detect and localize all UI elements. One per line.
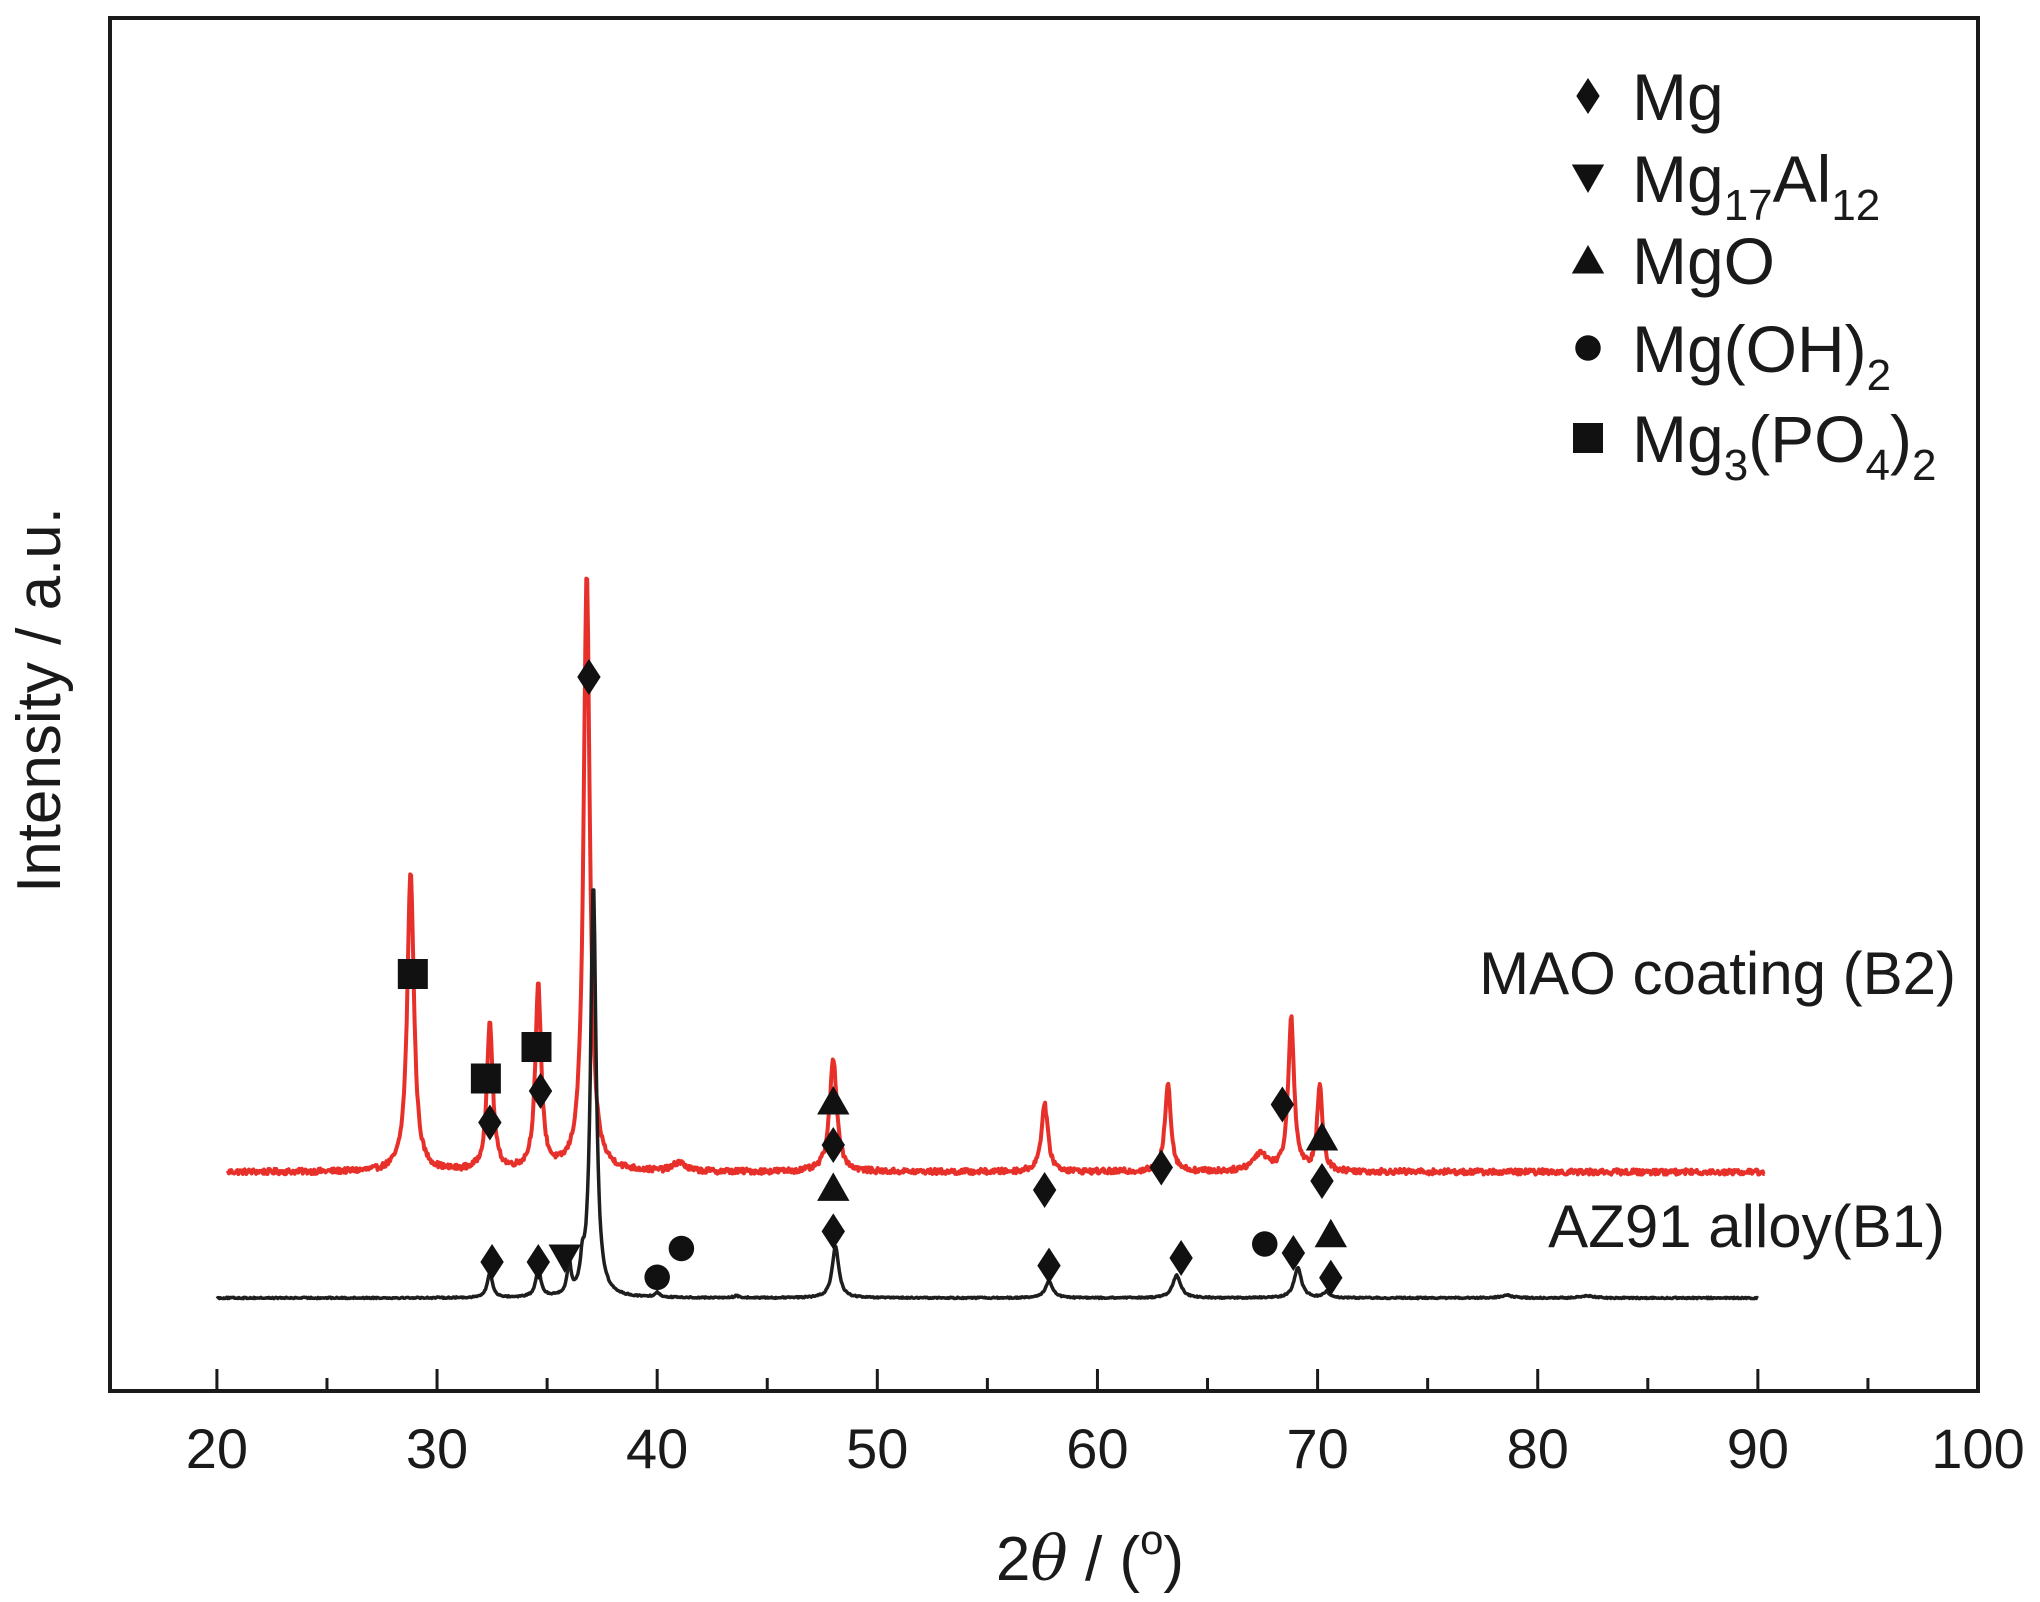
peak-diamond-marker [577, 659, 601, 695]
x-tick-labels: 20 30 40 50 60 70 80 90 100 [186, 1417, 2025, 1480]
x-axis-title: 2θ / (o) [996, 1516, 1184, 1595]
peak-diamond-marker [478, 1104, 502, 1141]
x-tick-label: 50 [846, 1417, 908, 1480]
series-line [226, 576, 1766, 1177]
peak-markers [397, 659, 1347, 1296]
peak-triangle-up-marker [1305, 1122, 1339, 1151]
legend-entry: Mg(OH)2 [1575, 312, 1891, 400]
peak-diamond-marker [821, 1213, 845, 1250]
legend-label: Mg [1632, 60, 1724, 134]
peak-diamond-marker [526, 1244, 551, 1280]
x-tick-label: 40 [626, 1417, 688, 1480]
x-tick-label: 60 [1066, 1417, 1128, 1480]
peak-diamond-marker [821, 1127, 845, 1163]
peak-diamond-marker [1270, 1086, 1295, 1123]
peak-triangle-up-marker [1314, 1218, 1347, 1248]
peak-diamond-marker [1169, 1239, 1193, 1276]
x-tick-label: 30 [406, 1417, 468, 1480]
peak-triangle-up-marker [817, 1086, 850, 1115]
triangle-down-icon [1571, 164, 1605, 193]
x-tick-label: 20 [186, 1417, 248, 1480]
peak-circle-marker [644, 1264, 670, 1291]
legend-entry: MgO [1571, 224, 1775, 298]
peak-diamond-marker [1310, 1163, 1334, 1199]
peak-square-marker [470, 1063, 501, 1094]
peak-diamond-marker [528, 1073, 553, 1109]
peak-diamond-marker [480, 1244, 504, 1280]
peak-square-marker [397, 959, 428, 989]
x-tick-label: 90 [1727, 1417, 1789, 1480]
plot-frame [108, 16, 1980, 1393]
circle-icon [1575, 335, 1601, 361]
diamond-icon [1576, 78, 1600, 114]
series-line [215, 888, 1759, 1301]
peak-diamond-marker [1319, 1259, 1343, 1296]
triangle-up-icon [1571, 245, 1605, 274]
peak-diamond-marker [1149, 1149, 1173, 1186]
series-label: MAO coating (B2) [1479, 940, 1956, 1007]
legend-entry: Mg3(PO4)2 [1573, 402, 1936, 490]
peak-triangle-up-marker [817, 1172, 850, 1201]
legend-label: Mg3(PO4)2 [1632, 402, 1936, 490]
x-tick-label: 80 [1507, 1417, 1569, 1480]
series-label: AZ91 alloy(B1) [1548, 1193, 1945, 1260]
peak-diamond-marker [1281, 1235, 1306, 1271]
x-tick-label: 70 [1286, 1417, 1348, 1480]
legend-label: Mg17Al12 [1632, 142, 1880, 230]
peak-circle-marker [668, 1235, 695, 1262]
peak-triangle-down-marker [548, 1244, 581, 1273]
peak-square-marker [521, 1032, 552, 1062]
peak-diamond-marker [1037, 1247, 1061, 1284]
legend-label: Mg(OH)2 [1632, 312, 1891, 400]
series-lines [215, 576, 1766, 1301]
square-icon [1573, 423, 1603, 453]
legend-label: MgO [1632, 224, 1775, 298]
y-axis-title: Intensity / a.u. [5, 507, 74, 893]
series-labels: MAO coating (B2) AZ91 alloy(B1) [1479, 940, 1956, 1260]
x-tick-label: 100 [1931, 1417, 2024, 1480]
x-axis-ticks [215, 1369, 1980, 1391]
peak-circle-marker [1252, 1231, 1278, 1257]
legend-entry: Mg17Al12 [1571, 142, 1880, 230]
legend-entry: Mg [1576, 60, 1724, 134]
peak-diamond-marker [1032, 1172, 1057, 1208]
